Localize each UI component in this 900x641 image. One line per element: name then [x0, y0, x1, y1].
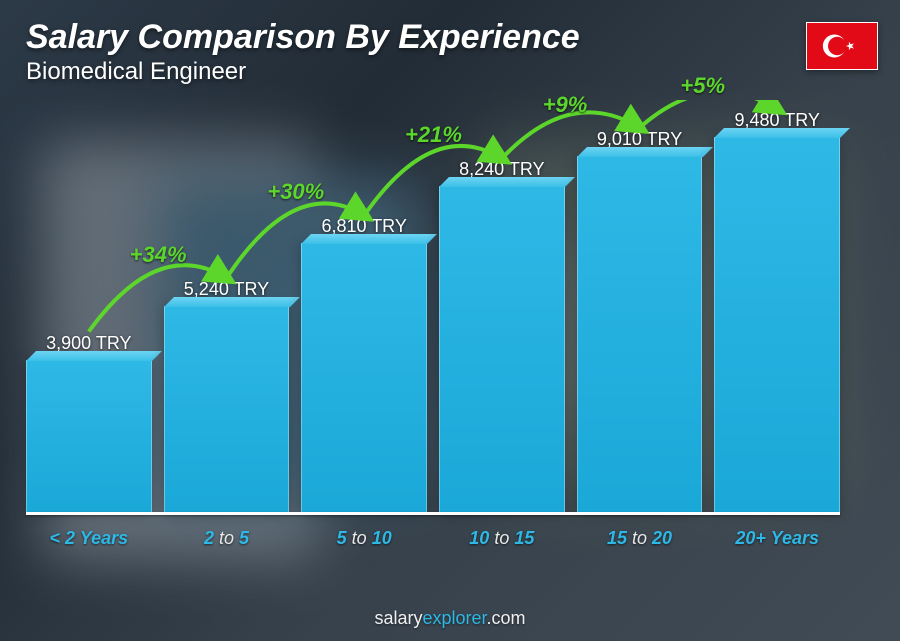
pct-increase-label: +34% — [130, 242, 187, 268]
bar-category-label: < 2 Years — [26, 528, 152, 549]
bar-wrap: 5,240 TRY2 to 5 — [164, 279, 290, 515]
bar-wrap: 3,900 TRY< 2 Years — [26, 333, 152, 516]
bar-wrap: 9,480 TRY20+ Years — [714, 110, 840, 515]
bar-category-label: 15 to 20 — [577, 528, 703, 549]
x-axis-baseline — [26, 512, 840, 515]
footer-text-prefix: salary — [374, 608, 422, 628]
bar — [26, 360, 152, 516]
bar-category-label: 5 to 10 — [301, 528, 427, 549]
bar — [439, 186, 565, 515]
bar-wrap: 8,240 TRY10 to 15 — [439, 159, 565, 515]
bar-wrap: 9,010 TRY15 to 20 — [577, 129, 703, 515]
country-flag-turkey — [806, 22, 878, 70]
bar-category-label: 20+ Years — [714, 528, 840, 549]
salary-bar-chart: 3,900 TRY< 2 Years5,240 TRY2 to 56,810 T… — [26, 100, 840, 551]
pct-increase-label: +5% — [680, 73, 725, 99]
bar — [577, 156, 703, 515]
bar-category-label: 2 to 5 — [164, 528, 290, 549]
pct-increase-label: +9% — [543, 92, 588, 118]
pct-increase-label: +21% — [405, 122, 462, 148]
footer-text-accent: explorer — [422, 608, 486, 628]
bars-container: 3,900 TRY< 2 Years5,240 TRY2 to 56,810 T… — [26, 95, 840, 515]
bar — [301, 243, 427, 515]
bar — [714, 137, 840, 515]
page-title: Salary Comparison By Experience — [26, 18, 580, 57]
footer-branding: salaryexplorer.com — [0, 608, 900, 629]
bar-wrap: 6,810 TRY5 to 10 — [301, 216, 427, 515]
footer-text-suffix: .com — [487, 608, 526, 628]
bar — [164, 306, 290, 515]
pct-increase-label: +30% — [267, 179, 324, 205]
bar-category-label: 10 to 15 — [439, 528, 565, 549]
page-subtitle: Biomedical Engineer — [26, 58, 246, 86]
